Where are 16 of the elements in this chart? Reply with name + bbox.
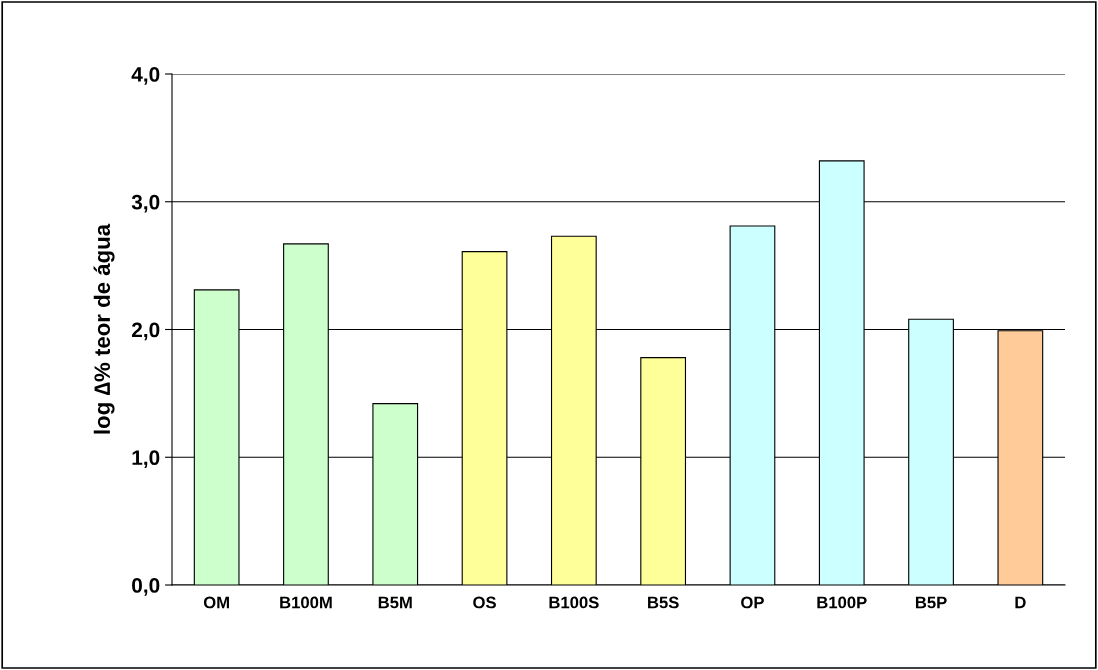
- x-tick-label: B5M: [378, 596, 412, 609]
- x-tick-label: B100S: [549, 596, 599, 609]
- y-tick-label: 0,0: [132, 578, 160, 596]
- y-tick-label: 3,0: [131, 194, 160, 213]
- x-tick-label: B100P: [817, 596, 867, 609]
- x-tick-label: OM: [203, 596, 229, 609]
- x-tick-label: B100M: [280, 596, 332, 609]
- y-axis-title: log ∆% teor de água: [93, 223, 115, 434]
- y-tick-label: 4,0: [131, 67, 160, 85]
- x-tick-label: OP: [741, 596, 764, 609]
- y-tick-label: 2,0: [131, 322, 160, 341]
- x-tick-label: B5S: [648, 596, 679, 609]
- x-tick-label: B5P: [915, 596, 947, 609]
- x-tick-label: OS: [473, 596, 496, 609]
- y-tick-label: 1,0: [132, 450, 160, 469]
- x-tick-label: D: [1015, 596, 1026, 609]
